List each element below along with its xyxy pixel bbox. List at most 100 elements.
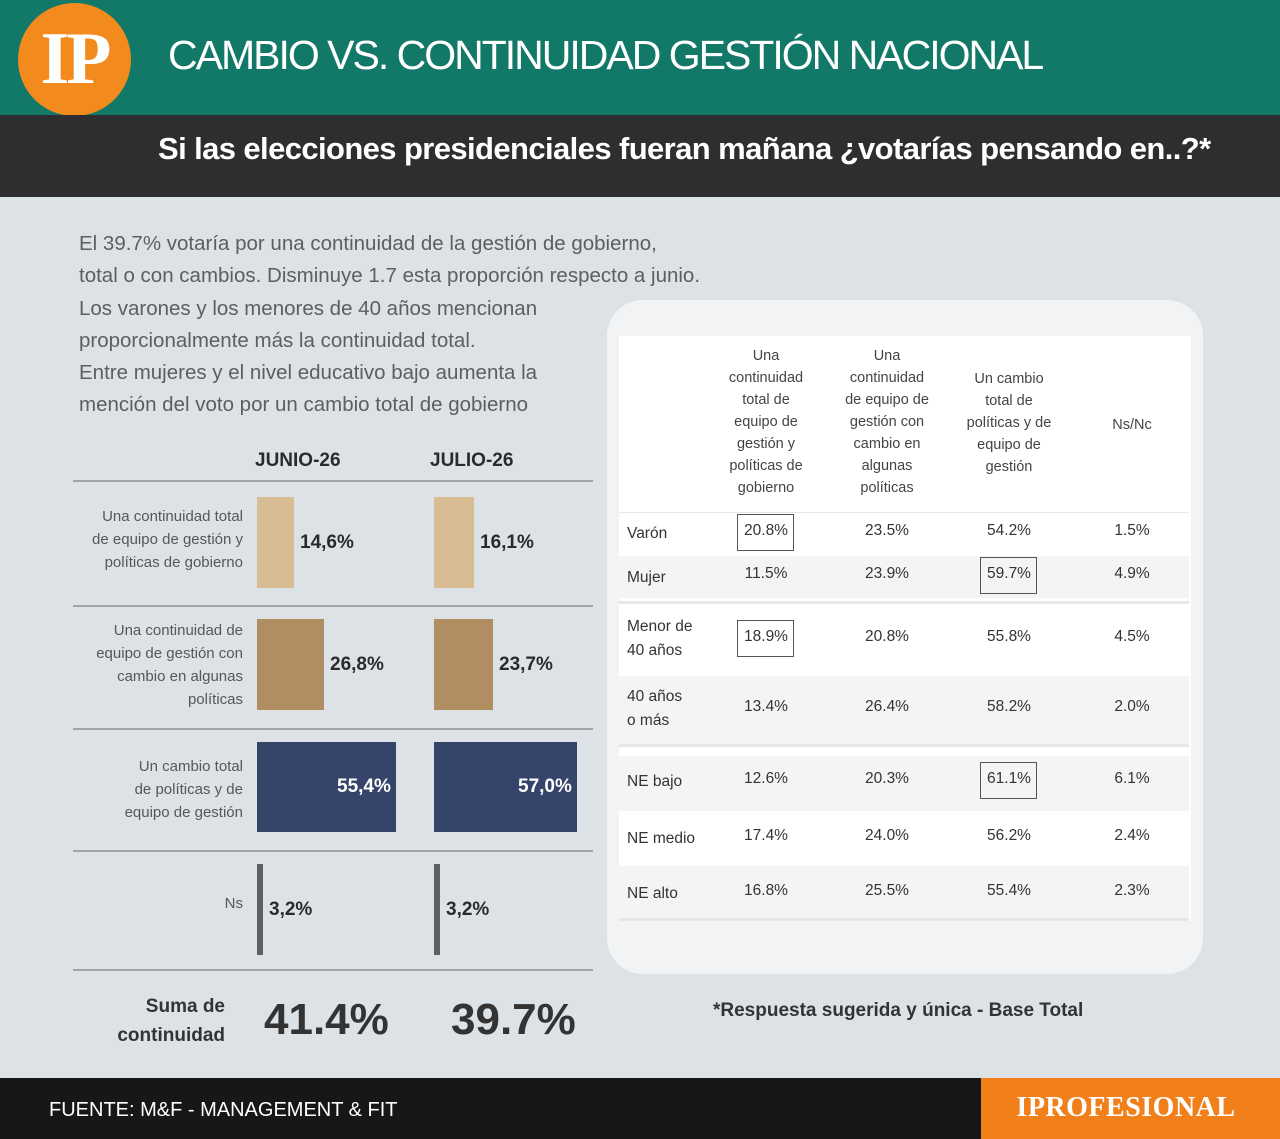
table-row-label-line: 40 años	[627, 642, 683, 659]
table-row-label: 40 años o más	[627, 685, 682, 733]
intro-line: Entre mujeres y el nivel educativo bajo …	[79, 361, 538, 385]
category-label-line: cambio en algunas	[117, 668, 243, 685]
table-row-label: NE bajo	[627, 770, 682, 794]
table-row-label-line: NE medio	[627, 830, 696, 847]
table-row-label-line: o más	[627, 712, 670, 729]
sum-value-julio: 39.7%	[451, 995, 576, 1044]
intro-line: Los varones y los menores de 40 años men…	[79, 296, 538, 320]
table-header-divider	[619, 512, 1189, 513]
table-cell: 16.8%	[744, 882, 788, 899]
table-cell: 18.9%	[744, 628, 788, 645]
category-label-line: de políticas y de	[134, 781, 243, 798]
sum-label: Suma de continuidad	[90, 992, 225, 1050]
highlight-box	[980, 557, 1037, 594]
page-title: CAMBIO VS. CONTINUIDAD GESTIÓN NACIONAL	[168, 32, 1044, 78]
table-cell: 1.5%	[1114, 522, 1150, 539]
bar-value-label: 57,0%	[518, 776, 572, 797]
table-cell: 2.4%	[1114, 827, 1150, 844]
intro-line: El 39.7% votaría por una continuidad de …	[79, 232, 657, 255]
highlight-box	[980, 762, 1037, 799]
table-cell: 25.5%	[865, 882, 909, 899]
table-cell: 23.5%	[865, 522, 909, 539]
table-row-label: Menor de 40 años	[627, 615, 692, 663]
table-cell: 2.3%	[1114, 882, 1150, 899]
table-row-label-line: 40 años	[627, 688, 683, 705]
sum-label-line: Suma de	[145, 996, 225, 1017]
header-bar	[0, 0, 1280, 115]
table-cell: 24.0%	[865, 827, 909, 844]
intro-line: mención del voto por un cambio total de …	[79, 393, 529, 417]
bar-value-label: 16,1%	[480, 531, 534, 553]
table-col-header: Ns/Nc	[1072, 414, 1192, 436]
table-row-label-line: Mujer	[627, 569, 666, 586]
table-cell: 2.0%	[1114, 698, 1150, 715]
series-header-1: JULIO-26	[430, 450, 514, 471]
category-label-line: políticas	[187, 691, 243, 708]
bar-0-0	[257, 497, 294, 588]
source-text: FUENTE: M&F - MANAGEMENT & FIT	[49, 1099, 398, 1121]
table-cell: 20.8%	[865, 628, 909, 645]
category-label: Ns	[73, 892, 243, 915]
subtitle: Si las elecciones presidenciales fueran …	[158, 131, 1211, 166]
bar-0-3	[257, 864, 263, 955]
category-label: Un cambio total de políticas y de equipo d…	[73, 755, 243, 824]
category-label: Una continuidad total de equipo de gestió…	[73, 505, 243, 574]
table-row	[619, 676, 1189, 744]
bar-value-label: 23,7%	[499, 653, 553, 675]
table-col-header-line: de equipo de	[845, 392, 929, 408]
table-cell: 4.5%	[1114, 628, 1150, 645]
intro-line: proporcionalmente más la continuidad tot…	[79, 328, 476, 352]
table-col-header-line: gobierno	[737, 480, 795, 496]
table-cell: 23.9%	[865, 565, 909, 582]
brand-box	[981, 1078, 1280, 1139]
category-label-line: de equipo de gestión y	[92, 531, 243, 548]
category-label: Una continuidad de equipo de gestión con c…	[73, 619, 243, 711]
bar-0-2	[257, 742, 396, 832]
table-cell: 54.2%	[987, 522, 1031, 539]
category-label-line: equipo de gestión	[124, 804, 243, 821]
table-row	[619, 866, 1189, 921]
highlight-box	[737, 514, 794, 551]
table-row-label: NE alto	[627, 882, 678, 906]
table-row-label-line: NE alto	[627, 885, 678, 902]
category-label-line: políticas de gobierno	[104, 554, 243, 571]
table-cell: 55.8%	[987, 628, 1031, 645]
table-cell: 56.2%	[987, 827, 1031, 844]
category-label-line: Una continuidad total	[102, 508, 243, 525]
table-col-header-line: Ns/Nc	[1112, 417, 1152, 433]
table-group-divider	[619, 601, 1189, 604]
bar-1-1	[434, 619, 493, 710]
table-cell: 12.6%	[744, 770, 788, 787]
bar-0-1	[257, 619, 324, 710]
table-row-label-line: Varón	[627, 525, 668, 542]
row-divider	[73, 480, 593, 482]
table-col-header: Una continuidad total de equipo de gestión y…	[706, 345, 826, 499]
bar-value-label: 55,4%	[337, 776, 391, 797]
sum-value-junio: 41.4%	[264, 995, 389, 1044]
table-cell: 4.9%	[1114, 565, 1150, 582]
table-cell: 17.4%	[744, 827, 788, 844]
table-col-header-line: algunas	[861, 458, 913, 474]
table-cell: 20.3%	[865, 770, 909, 787]
bar-value-label: 26,8%	[330, 653, 384, 675]
table-cell: 61.1%	[987, 770, 1031, 787]
table-col-header-line: cambio en	[853, 436, 921, 452]
table-col-header-line: políticas y de	[966, 415, 1052, 431]
intro-line: total o con cambios. Disminuye 1.7 esta …	[79, 264, 701, 288]
table-col-header-line: continuidad	[728, 370, 804, 386]
table-col-header-line: gestión con	[849, 414, 925, 430]
table-cell: 13.4%	[744, 698, 788, 715]
footnote: *Respuesta sugerida y única - Base Total	[713, 1000, 1084, 1021]
table-row-label-line: Menor de	[627, 618, 693, 635]
table-cell: 20.8%	[744, 522, 788, 539]
table-cell: 55.4%	[987, 882, 1031, 899]
table-row-label: Varón	[627, 522, 667, 546]
row-divider	[73, 728, 593, 730]
table-cell: 26.4%	[865, 698, 909, 715]
table-row	[619, 514, 1189, 556]
table-row	[619, 811, 1189, 866]
bar-1-3	[434, 864, 440, 955]
subtitle-bar	[0, 115, 1280, 197]
table-cell: 6.1%	[1114, 770, 1150, 787]
highlight-box	[737, 620, 794, 657]
